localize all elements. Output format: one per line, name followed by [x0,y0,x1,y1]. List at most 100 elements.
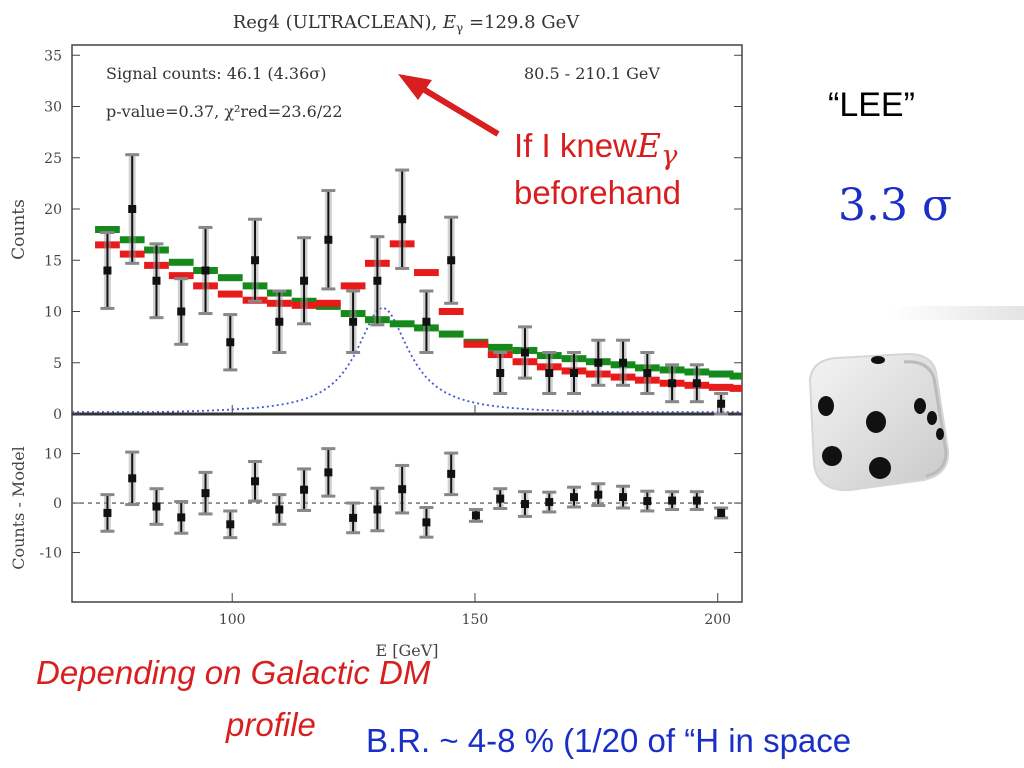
residual-point [152,502,161,511]
residual-point [324,468,333,477]
residual-point [594,490,603,499]
residual-point [496,494,505,503]
residual-point [447,469,456,478]
background-model-bar [729,372,742,380]
count-point [668,379,677,388]
count-point [619,358,628,367]
x-tick-label: 100 [219,612,246,628]
y-tick-label-top: 35 [44,48,62,64]
count-point [717,399,726,408]
residual-point [201,489,210,498]
count-point [275,317,284,326]
y-tick-label-bottom: 0 [53,496,62,512]
count-point [177,307,186,316]
x-axis-label: E [GeV] [375,641,438,660]
galactic-note-line1: Depending on Galactic DM [36,654,431,691]
chart-title: Reg4 (ULTRACLEAN), Eγ =129.8 GeV [233,12,581,35]
count-point [300,276,309,285]
total-model-bar [414,269,439,277]
background-model-bar [168,258,194,266]
count-point [398,215,407,224]
x-tick-label: 150 [462,612,489,628]
y-tick-label-bottom: -10 [39,546,62,562]
y-tick-label-top: 5 [53,356,62,372]
count-point [594,358,603,367]
residual-point [692,496,701,505]
background-model-bar [389,320,415,328]
total-model-bar [217,290,243,298]
spectrum-plot: Reg4 (ULTRACLEAN), Eγ =129.8 GeV Signal c… [9,12,743,660]
residual-point [226,520,235,529]
residual-point [422,518,431,527]
residual-point [177,513,186,522]
background-model-bar [438,330,464,338]
residual-point [103,508,112,517]
top-panel-frame [71,44,743,415]
dice-icon [808,352,950,492]
y-tick-label-top: 0 [53,407,62,423]
y-tick-label-bottom: 10 [44,447,62,463]
y-tick-label-top: 25 [44,151,62,167]
count-point [496,369,505,377]
energy-range-text: 80.5 - 210.1 GeV [524,64,660,83]
total-model-bar [168,272,194,280]
total-model-bar [438,308,464,315]
residual-point [275,505,284,514]
residual-point [349,513,358,522]
background-model-bar [95,226,120,233]
total-model-bar [463,340,489,348]
signal-counts-text: Signal counts: 46.1 (4.36σ) [106,64,326,83]
significance-label: 3.3 σ [838,180,952,231]
knew-label: If I knewEγ [514,126,677,172]
knew-symbol: E [636,126,661,165]
residual-point [619,493,628,502]
y-tick-label-top: 15 [44,253,62,269]
background-model-bar [217,274,243,282]
red-arrow-icon [416,83,500,137]
residual-point [128,474,137,483]
count-point [422,317,431,326]
residual-point [570,493,579,502]
gloss-line [890,306,1024,320]
knew-text: If I knew [514,127,637,164]
count-point [201,266,210,275]
y-axis-label-top: Counts [9,199,29,260]
lee-label: “LEE” [828,86,915,124]
count-point [373,276,382,285]
galactic-note-line2: profile [226,706,316,743]
bottom-panel-frame [71,413,743,603]
total-model-bar [729,384,742,392]
residual-point [251,477,260,486]
background-model-bar [487,343,513,351]
x-tick-label: 200 [704,612,731,628]
total-model-bar [340,282,366,290]
residual-point [300,485,309,494]
count-point [103,266,112,275]
knew-subscript: γ [660,139,678,172]
y-axis-label-bottom: Counts - Model [9,446,28,570]
count-point [520,348,529,357]
y-tick-label-top: 10 [44,305,62,321]
branching-ratio-note: B.R. ~ 4-8 % (1/20 of “H in space [366,722,852,759]
count-point [251,256,260,265]
total-model-bar [315,299,341,307]
y-tick-label-top: 20 [44,202,62,218]
beforehand-label: beforehand [514,174,681,211]
y-tick-label-top: 30 [44,100,62,116]
residual-point [643,497,652,506]
p-value-text: p-value=0.37, χ²red=23.6/22 [106,102,343,121]
residual-point [717,508,726,517]
count-point [643,369,652,377]
count-point [226,338,235,347]
total-model-bar [708,383,734,391]
signal-model-curve [72,306,742,413]
count-point [545,369,554,377]
residual-point [545,498,554,507]
count-point [128,205,137,213]
count-point [570,369,579,377]
residual-point [668,496,677,505]
background-model-bar [708,370,734,378]
residual-point [520,500,529,509]
count-point [349,317,358,326]
red-arrow-head [398,74,432,100]
